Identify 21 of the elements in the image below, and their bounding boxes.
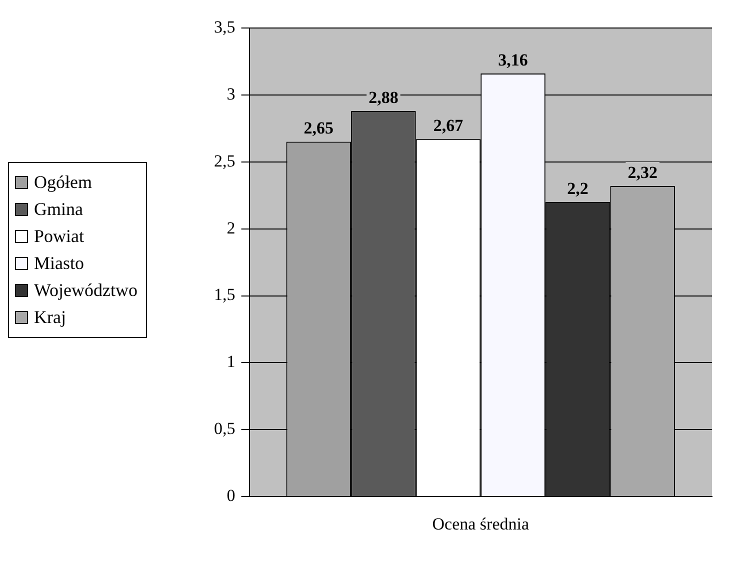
legend-label: Miasto <box>34 253 84 274</box>
legend-label: Gmina <box>34 199 83 220</box>
y-tick-label: 0,5 <box>214 419 236 438</box>
x-tick-label: Ocena średnia <box>432 514 530 534</box>
data-label: 2,67 <box>433 116 464 136</box>
legend-label: Powiat <box>34 226 84 247</box>
data-label: 2,32 <box>628 162 658 182</box>
data-label: 2,65 <box>304 118 334 138</box>
y-tick-label: 2 <box>226 218 236 238</box>
y-tick-label: 2,5 <box>214 151 236 170</box>
data-label: 3,16 <box>498 50 528 70</box>
y-tick-label: 0 <box>226 486 236 506</box>
y-tick-label: 1 <box>226 352 236 372</box>
legend-label: Ogółem <box>34 172 92 193</box>
y-tick-label: 3,5 <box>214 17 236 36</box>
data-label: 2,2 <box>567 178 588 198</box>
legend-label: Kraj <box>34 307 66 328</box>
legend-label: Województwo <box>34 280 138 301</box>
y-tick-label: 3 <box>226 84 236 104</box>
data-label: 2,88 <box>368 88 398 107</box>
y-tick-label: 1,5 <box>214 285 236 304</box>
